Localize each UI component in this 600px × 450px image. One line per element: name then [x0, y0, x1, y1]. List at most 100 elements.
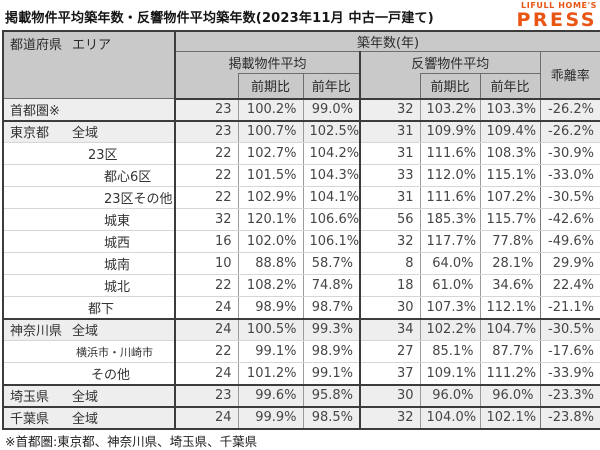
age-table: 都道府県 エリア 築年数(年) 掲載物件平均 反響物件平均 乖離率 前期比 前年比…: [2, 30, 600, 430]
response-prev-period: 109.1%: [419, 362, 480, 386]
response-prev-period: 111.6%: [419, 142, 480, 165]
deviation-rate: -30.5%: [539, 186, 600, 209]
listed-age: 32: [174, 208, 238, 231]
listed-age: 24: [174, 296, 238, 320]
response-prev-period: 103.2%: [419, 98, 480, 122]
listed-prev-period-header: 前期比: [237, 73, 304, 100]
page-title: 掲載物件平均築年数・反響物件平均築年数(2023年11月 中古一戸建て): [5, 11, 434, 26]
response-age: 30: [359, 384, 420, 408]
table-row: 都心6区 22 101.5% 104.3% 33 112.0% 115.1% -33.0%: [3, 164, 600, 187]
listed-prev-period: 99.9%: [237, 406, 303, 429]
listed-prev-year-header: 前年比: [302, 73, 361, 100]
press-logo: LIFULL HOME'S PRESS: [516, 1, 597, 32]
response-age-header-spacer: [359, 73, 421, 100]
table-row: 城東 32 120.1% 106.6% 56 185.3% 115.7% -42.6%: [3, 208, 600, 231]
table-row: 神奈川県 全域 24 100.5% 99.3% 34 102.2% 104.7% -30.5%: [3, 318, 600, 341]
response-prev-year: 102.1%: [479, 406, 540, 429]
deviation-rate: 29.9%: [539, 252, 600, 275]
area-label: 全域: [72, 324, 99, 340]
listed-prev-period: 108.2%: [237, 274, 303, 297]
response-prev-year: 104.7%: [479, 318, 540, 341]
deviation-rate: -23.3%: [539, 384, 600, 408]
listed-prev-year: 95.8%: [302, 384, 360, 408]
response-age: 32: [359, 230, 420, 253]
deviation-rate: 22.4%: [539, 274, 600, 297]
deviation-rate: -33.9%: [539, 362, 600, 386]
table-row: 千葉県 全域 24 99.9% 98.5% 32 104.0% 102.1% -23.8%: [3, 406, 600, 429]
listed-prev-year: 98.9%: [302, 340, 360, 363]
deviation-rate: -26.2%: [539, 120, 600, 143]
response-prev-year: 77.8%: [479, 230, 540, 253]
listed-prev-year: 74.8%: [302, 274, 360, 297]
row-label: 神奈川県 全域: [3, 318, 176, 341]
header-row-1: 都道府県 エリア 築年数(年): [2, 30, 600, 99]
response-prev-year: 111.2%: [479, 362, 540, 386]
listed-prev-period: 100.5%: [237, 318, 303, 341]
listed-age: 22: [174, 274, 238, 297]
listed-age: 10: [174, 252, 238, 275]
deviation-rate: -30.9%: [539, 142, 600, 165]
response-prev-year: 96.0%: [479, 384, 540, 408]
listed-age: 22: [174, 142, 238, 165]
response-average-group-header: 反響物件平均: [359, 51, 541, 74]
response-prev-year: 87.7%: [479, 340, 540, 363]
area-label: 都心6区: [3, 164, 176, 187]
response-age: 31: [359, 120, 420, 143]
response-age: 31: [359, 186, 420, 209]
listed-prev-year: 99.1%: [302, 362, 360, 386]
listed-prev-period: 102.7%: [237, 142, 303, 165]
area-label: 城北: [3, 274, 176, 297]
listed-age: 24: [174, 318, 238, 341]
deviation-rate: -26.2%: [539, 98, 600, 122]
deviation-rate-header: 乖離率: [539, 51, 600, 100]
area-label: 城東: [3, 208, 176, 231]
footnote: ※首都圏:東京都、神奈川県、埼玉県、千葉県: [5, 434, 258, 449]
table-row: 横浜市・川崎市 22 99.1% 98.9% 27 85.1% 87.7% -17.6%: [3, 340, 600, 363]
listed-prev-period: 100.2%: [237, 98, 303, 122]
table-row: 首都圏※ 23 100.2% 99.0% 32 103.2% 103.3% -26.2%: [3, 98, 600, 122]
response-age: 34: [359, 318, 420, 341]
area-label: 23区: [3, 142, 176, 165]
logo-press: PRESS: [516, 9, 597, 32]
response-age: 31: [359, 142, 420, 165]
listed-prev-year: 98.7%: [302, 296, 360, 320]
listed-prev-year: 106.6%: [302, 208, 360, 231]
table-row: 城南 10 88.8% 58.7% 8 64.0% 28.1% 29.9%: [3, 252, 600, 275]
response-prev-period: 96.0%: [419, 384, 480, 408]
response-prev-period: 102.2%: [419, 318, 480, 341]
response-prev-year: 28.1%: [479, 252, 540, 275]
listed-age: 23: [174, 120, 238, 143]
response-age: 56: [359, 208, 420, 231]
listed-prev-year: 99.3%: [302, 318, 360, 341]
prefecture-label: 首都圏※: [10, 103, 60, 119]
table-row: 23区 22 102.7% 104.2% 31 111.6% 108.3% -30.9%: [3, 142, 600, 165]
response-age: 37: [359, 362, 420, 386]
response-age: 30: [359, 296, 420, 320]
listed-age: 22: [174, 164, 238, 187]
listed-prev-period: 88.8%: [237, 252, 303, 275]
table-row: 埼玉県 全域 23 99.6% 95.8% 30 96.0% 96.0% -23.3%: [3, 384, 600, 408]
response-prev-period: 117.7%: [419, 230, 480, 253]
row-label: 首都圏※: [3, 98, 176, 122]
row-label: 千葉県 全域: [3, 406, 176, 429]
listed-average-group-header: 掲載物件平均: [174, 51, 361, 74]
row-label: 東京都 全域: [3, 120, 176, 143]
prefecture-column-header: 都道府県: [10, 38, 63, 53]
listed-prev-year: 104.3%: [302, 164, 360, 187]
area-label: 全域: [72, 412, 99, 427]
prefecture-label: 東京都: [10, 126, 50, 142]
listed-prev-period: 102.0%: [237, 230, 303, 253]
response-prev-year: 115.7%: [479, 208, 540, 231]
response-age: 33: [359, 164, 420, 187]
prefecture-label: 千葉県: [10, 412, 50, 427]
area-label: 城西: [3, 230, 176, 253]
table-row: その他 24 101.2% 99.1% 37 109.1% 111.2% -33.9%: [3, 362, 600, 386]
listed-prev-period: 101.2%: [237, 362, 303, 386]
area-label: 横浜市・川崎市: [3, 340, 176, 363]
response-prev-period: 64.0%: [419, 252, 480, 275]
listed-age: 23: [174, 98, 238, 122]
table-row: 城西 16 102.0% 106.1% 32 117.7% 77.8% -49.6%: [3, 230, 600, 253]
response-prev-year: 103.3%: [479, 98, 540, 122]
table-row: 東京都 全域 23 100.7% 102.5% 31 109.9% 109.4% -26.2%: [3, 120, 600, 143]
listed-prev-year: 102.5%: [302, 120, 360, 143]
